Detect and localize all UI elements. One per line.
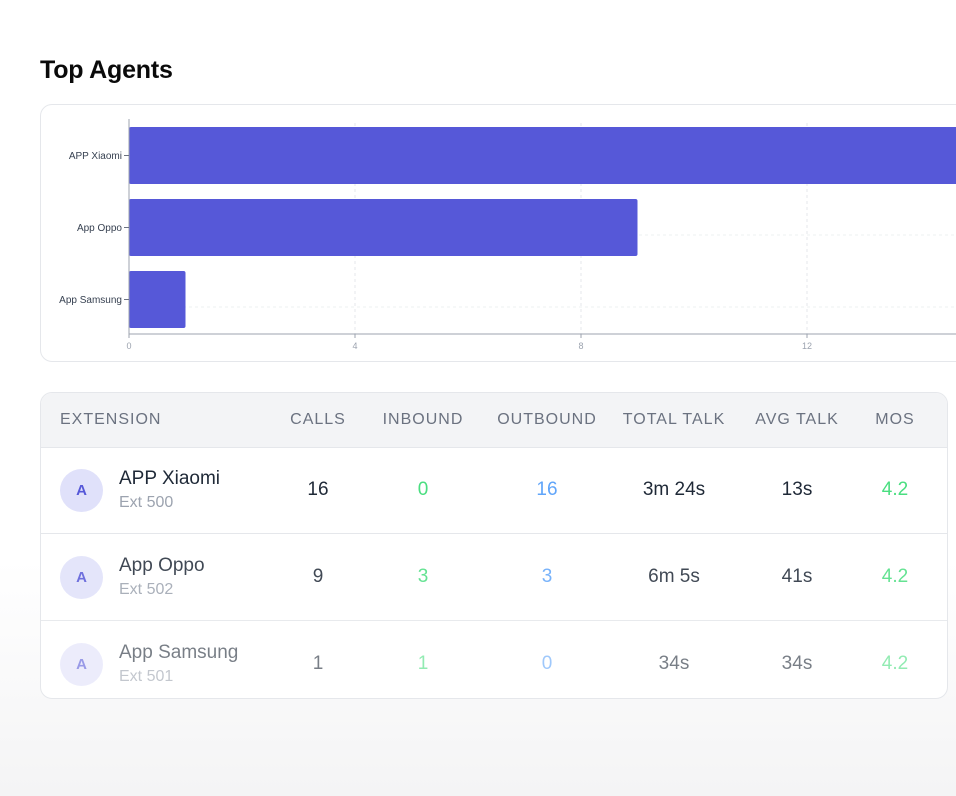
- y-tick-label: App Oppo: [77, 223, 122, 234]
- table-row[interactable]: A App Oppo Ext 502 9 3 3 6m 5s 41s 4.2: [41, 534, 947, 621]
- agent-name: APP Xiaomi: [119, 468, 221, 489]
- top-agents-bar-chart: APP Xiaomi App Oppo App Samsung 0 4 8 12: [59, 119, 956, 351]
- mos-value: 4.2: [881, 653, 909, 674]
- top-agents-chart-card: APP Xiaomi App Oppo App Samsung 0 4 8 12: [40, 104, 956, 362]
- calls-value: 1: [312, 653, 324, 674]
- header-inbound[interactable]: INBOUND: [382, 411, 464, 428]
- outbound-value: 16: [536, 479, 558, 500]
- avatar: A: [60, 556, 103, 599]
- table-row[interactable]: A APP Xiaomi Ext 500 16 0 16 3m 24s 13s …: [41, 447, 947, 534]
- agent-name: App Oppo: [119, 555, 205, 576]
- agent-extension: Ext 502: [119, 581, 174, 598]
- outbound-value: 0: [541, 653, 553, 674]
- table-header: EXTENSION CALLS INBOUND OUTBOUND TOTAL T…: [41, 393, 947, 448]
- y-tick-label: App Samsung: [59, 295, 122, 306]
- total-talk-value: 3m 24s: [642, 479, 706, 500]
- header-calls[interactable]: CALLS: [290, 411, 346, 428]
- agent-extension: Ext 501: [119, 668, 174, 685]
- x-tick-label: 8: [578, 341, 583, 351]
- calls-value: 16: [307, 479, 329, 500]
- agents-table: EXTENSION CALLS INBOUND OUTBOUND TOTAL T…: [40, 392, 948, 699]
- mos-value: 4.2: [881, 479, 909, 500]
- header-total-talk[interactable]: TOTAL TALK: [622, 411, 726, 428]
- x-tick-label: 4: [352, 341, 357, 351]
- table-row[interactable]: A App Samsung Ext 501 1 1 0 34s 34s 4.2: [41, 621, 947, 698]
- total-talk-value: 34s: [658, 653, 690, 674]
- avg-talk-value: 41s: [781, 566, 813, 587]
- bar-app-xiaomi: [129, 127, 956, 184]
- header-outbound[interactable]: OUTBOUND: [497, 411, 597, 428]
- y-tick-label: APP Xiaomi: [69, 151, 122, 162]
- inbound-value: 0: [417, 479, 429, 500]
- avatar: A: [60, 469, 103, 512]
- header-mos[interactable]: MOS: [875, 411, 915, 428]
- inbound-value: 3: [417, 566, 429, 587]
- total-talk-value: 6m 5s: [648, 566, 700, 587]
- header-avg-talk[interactable]: AVG TALK: [755, 411, 839, 428]
- avatar: A: [60, 643, 103, 686]
- agent-extension: Ext 500: [119, 494, 174, 511]
- bar-app-samsung: [129, 271, 186, 328]
- inbound-value: 1: [417, 653, 429, 674]
- x-tick-label: 12: [802, 341, 812, 351]
- outbound-value: 3: [541, 566, 553, 587]
- header-extension[interactable]: EXTENSION: [60, 411, 162, 428]
- section-title: Top Agents: [40, 56, 173, 84]
- avg-talk-value: 13s: [781, 479, 813, 500]
- calls-value: 9: [312, 566, 324, 587]
- agent-name: App Samsung: [119, 642, 239, 663]
- bar-app-oppo: [129, 199, 638, 256]
- x-tick-label: 0: [126, 341, 131, 351]
- mos-value: 4.2: [881, 566, 909, 587]
- avg-talk-value: 34s: [781, 653, 813, 674]
